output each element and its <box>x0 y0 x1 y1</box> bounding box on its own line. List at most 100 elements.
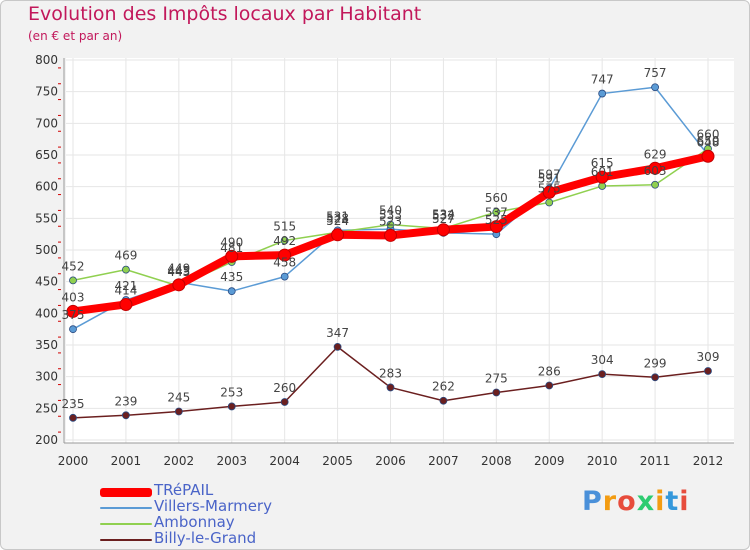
data-label: 239 <box>114 394 137 408</box>
data-point <box>227 287 236 296</box>
legend-swatch-villers-marmery <box>100 507 152 509</box>
y-tick-label: 400 <box>35 306 58 320</box>
data-label: 560 <box>485 191 508 205</box>
y-tick-label: 350 <box>35 338 58 352</box>
data-label: 523 <box>379 214 402 228</box>
brand-letter: t <box>665 486 680 517</box>
y-tick-label: 500 <box>35 243 58 257</box>
data-label: 375 <box>62 308 85 322</box>
y-tick-label: 700 <box>35 116 58 130</box>
data-label: 469 <box>114 249 137 263</box>
data-point <box>595 170 609 184</box>
brand-letter: i <box>655 486 666 517</box>
data-label: 245 <box>167 391 190 405</box>
x-tick-label: 2009 <box>534 454 565 468</box>
data-label: 283 <box>379 366 402 380</box>
y-tick-label: 550 <box>35 211 58 225</box>
data-label: 481 <box>220 241 243 255</box>
data-point <box>386 220 395 229</box>
data-label: 445 <box>167 264 190 278</box>
x-tick-label: 2010 <box>587 454 618 468</box>
data-label: 414 <box>114 283 137 297</box>
x-tick-label: 2007 <box>428 454 459 468</box>
data-point <box>331 228 345 242</box>
data-point <box>598 370 607 379</box>
data-point <box>66 304 80 318</box>
data-point <box>651 373 659 382</box>
data-label: 527 <box>432 212 455 226</box>
data-label: 747 <box>591 73 614 87</box>
legend-swatch-ambonnay <box>100 523 152 525</box>
data-label: 490 <box>220 235 243 249</box>
brand-letter: r <box>602 486 618 517</box>
y-tick-label: 300 <box>35 370 58 384</box>
brand-letter: x <box>636 486 656 517</box>
data-point <box>648 161 662 175</box>
data-label: 650 <box>697 134 720 148</box>
x-tick-label: 2003 <box>216 454 247 468</box>
data-point <box>386 383 395 392</box>
data-label: 532 <box>432 209 455 223</box>
data-label: 597 <box>538 168 561 182</box>
x-tick-label: 2005 <box>322 454 353 468</box>
data-point <box>439 396 448 405</box>
data-label: 591 <box>538 171 561 185</box>
data-label: 235 <box>62 397 85 411</box>
data-point <box>598 89 607 98</box>
chart-subtitle: (en € et par an) <box>28 29 123 43</box>
data-point <box>704 367 712 375</box>
data-point <box>333 342 342 351</box>
legend-label-trepail: TRéPAIL <box>154 481 214 499</box>
data-point <box>651 83 659 92</box>
data-label: 540 <box>379 204 402 218</box>
brand-letter: P <box>582 486 603 517</box>
y-tick-label: 650 <box>35 148 58 162</box>
data-label: 262 <box>432 380 455 394</box>
data-label: 304 <box>591 353 614 367</box>
legend-label-billy-le-grand: Billy-le-Grand <box>154 529 257 547</box>
data-label: 660 <box>697 128 720 142</box>
data-label: 525 <box>485 213 508 227</box>
x-tick-label: 2006 <box>375 454 406 468</box>
data-point <box>174 407 183 416</box>
data-label: 492 <box>273 234 296 248</box>
chart-title: Evolution des Impôts locaux par Habitant <box>28 3 422 25</box>
data-point <box>119 297 133 311</box>
data-label: 299 <box>644 356 667 370</box>
data-point <box>227 402 236 411</box>
data-label: 286 <box>538 365 561 379</box>
data-label: 452 <box>62 259 85 273</box>
y-tick-label: 200 <box>35 433 58 447</box>
data-point <box>225 249 239 263</box>
data-label: 260 <box>273 381 296 395</box>
data-label: 421 <box>114 279 137 293</box>
data-point <box>280 272 289 281</box>
data-label: 515 <box>273 220 296 234</box>
data-point <box>492 208 501 216</box>
x-tick-label: 2012 <box>693 454 724 468</box>
brand-letter: i <box>679 486 690 517</box>
data-label: 458 <box>273 256 296 270</box>
data-label: 524 <box>326 214 349 228</box>
data-point <box>545 381 554 390</box>
data-point <box>69 325 77 334</box>
data-label: 575 <box>538 182 561 196</box>
x-tick-label: 2011 <box>640 454 671 468</box>
data-label: 347 <box>326 326 349 340</box>
y-tick-label: 600 <box>35 180 58 194</box>
data-label: 309 <box>697 350 720 364</box>
data-point <box>651 180 659 189</box>
y-tick-label: 250 <box>35 401 58 415</box>
y-tick-label: 800 <box>35 53 58 67</box>
y-tick-label: 450 <box>35 275 58 289</box>
data-label: 601 <box>591 165 614 179</box>
legend-label-ambonnay: Ambonnay <box>154 513 235 531</box>
data-label: 528 <box>326 211 349 225</box>
data-point <box>545 198 554 207</box>
data-point <box>280 398 289 406</box>
data-label: 629 <box>644 147 667 161</box>
x-tick-label: 2000 <box>58 454 89 468</box>
data-point <box>384 228 397 242</box>
data-label: 615 <box>591 156 614 170</box>
legend-swatch-trepail <box>100 488 152 497</box>
